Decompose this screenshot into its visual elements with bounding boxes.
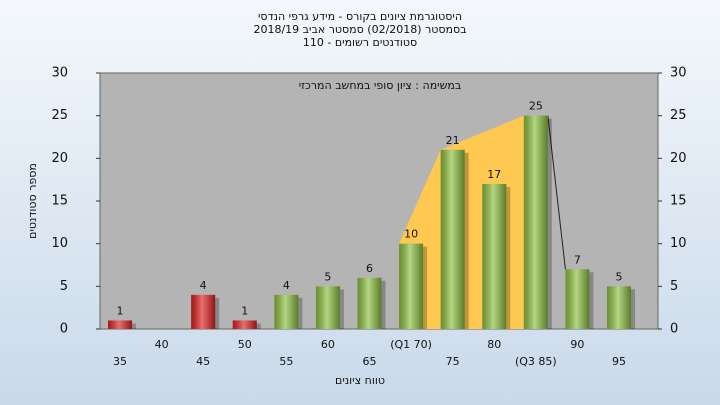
bar-highlight (607, 286, 631, 329)
x-tick-label: (Q3 85) (515, 355, 557, 368)
y2-tick-label: 15 (670, 194, 687, 209)
x-tick-label: (Q1 70) (390, 338, 432, 351)
annotation: במשימה : ציון סופי במחשב המרכזי (299, 79, 462, 92)
connector (547, 115, 566, 270)
value-label: 21 (446, 134, 460, 147)
bar-highlight (482, 183, 507, 329)
y-tick-label: 5 (60, 279, 68, 294)
value-label: 1 (241, 304, 248, 317)
bar-highlight (232, 320, 257, 329)
y2-tick-label: 20 (670, 151, 687, 166)
y-tick-label: 0 (60, 322, 68, 337)
value-label: 17 (487, 168, 501, 181)
y2-tick-label: 25 (670, 108, 687, 123)
title-line: סטודנטים רשומים - 110 (303, 36, 417, 49)
value-label: 5 (616, 270, 623, 283)
x-tick-label: 55 (279, 355, 293, 368)
bar-highlight (108, 320, 132, 329)
value-label: 5 (324, 270, 331, 283)
bar-highlight (191, 294, 216, 329)
value-label: 1 (117, 304, 124, 317)
x-tick-label: 75 (446, 355, 460, 368)
x-tick-label: 60 (321, 338, 335, 351)
value-label: 25 (529, 100, 543, 113)
x-tick-label: 65 (363, 355, 377, 368)
y2-tick-label: 5 (670, 279, 678, 294)
bar-highlight (440, 149, 465, 329)
title-line: בסמסטר (02/2018) סמסטר אביב 2018/19 (253, 23, 466, 36)
y-tick-label: 20 (51, 151, 68, 166)
value-label: 4 (283, 279, 290, 292)
bar-highlight (357, 277, 382, 329)
y2-tick-label: 10 (670, 236, 687, 251)
x-tick-label: 50 (238, 338, 252, 351)
y-tick-label: 25 (51, 108, 68, 123)
y-tick-label: 15 (51, 194, 68, 209)
x-tick-label: 80 (487, 338, 501, 351)
value-label: 4 (200, 279, 207, 292)
x-tick-label: 40 (155, 338, 169, 351)
x-tick-label: 95 (612, 355, 626, 368)
bar-highlight (274, 294, 299, 329)
value-label: 7 (574, 253, 581, 266)
x-tick-label: 90 (570, 338, 584, 351)
bar-highlight (523, 115, 548, 330)
y-axis-label: מספר סטודנטים (26, 163, 39, 239)
y-tick-label: 30 (51, 66, 68, 81)
x-axis-label: טווח ציונים (335, 374, 385, 387)
y2-tick-label: 30 (670, 66, 687, 81)
y-tick-label: 10 (51, 236, 68, 251)
x-tick-label: 45 (196, 355, 210, 368)
title-line: היסטוגרמת ציונים בקורס - מידע גרפי הנדסי (258, 10, 462, 23)
value-label: 10 (404, 228, 418, 241)
bar-highlight (399, 243, 424, 329)
y2-tick-label: 0 (670, 322, 678, 337)
bar-highlight (565, 269, 590, 329)
value-label: 6 (366, 262, 373, 275)
bar-highlight (315, 286, 340, 329)
x-tick-label: 35 (113, 355, 127, 368)
